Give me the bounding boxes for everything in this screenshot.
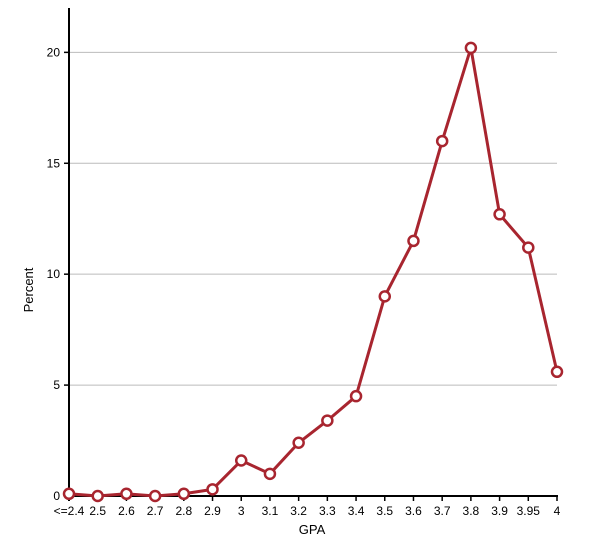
x-axis: <=2.4 2.5 2.6 2.7 2.8 2.9 3 3.1 3.2 3.3 3.4 3.5 3.6 3… [54, 495, 561, 518]
data-point [120, 487, 133, 501]
y-axis: 0 5 10 15 20 [47, 8, 70, 503]
data-point [321, 414, 334, 427]
y-tick-label: 20 [47, 45, 61, 59]
x-tick-label: 3.4 [348, 504, 365, 518]
x-tick-label: 3.8 [463, 504, 480, 518]
data-point [148, 489, 162, 503]
y-tick-label: 10 [47, 267, 61, 281]
data-point [550, 365, 564, 379]
y-tick-label: 15 [47, 156, 61, 170]
x-tick-label: 3.6 [405, 504, 422, 518]
x-tick-label: 2.7 [147, 504, 164, 518]
x-tick-label: 2.6 [118, 504, 135, 518]
x-tick-label: 3.95 [517, 504, 541, 518]
data-point [292, 436, 305, 450]
data-point [62, 487, 76, 501]
x-tick-label: 3.1 [262, 504, 279, 518]
data-point [407, 234, 420, 248]
series-percent [62, 41, 564, 503]
series-line [68, 46, 559, 498]
data-point [206, 483, 219, 496]
x-tick-label: 3.3 [319, 504, 336, 518]
x-tick-label: 2.9 [204, 504, 221, 518]
grid-lines [69, 51, 557, 386]
y-tick-label: 0 [53, 489, 60, 503]
x-tick-label: 3.5 [376, 504, 393, 518]
data-point [349, 389, 363, 403]
data-point [378, 290, 392, 303]
data-point [522, 241, 535, 254]
x-tick-label: 4 [554, 504, 561, 518]
y-tick-label: 5 [53, 378, 60, 392]
data-point [263, 467, 277, 481]
x-axis-title: GPA [299, 522, 326, 537]
data-point [493, 208, 506, 221]
x-tick-label: 3.9 [491, 504, 508, 518]
data-point [435, 134, 449, 148]
x-tick-label: 2.8 [175, 504, 192, 518]
x-tick-label: 2.5 [89, 504, 106, 518]
y-axis-title: Percent [21, 267, 36, 312]
data-point [234, 454, 248, 467]
x-tick-label: 3.2 [290, 504, 307, 518]
data-point [91, 489, 104, 503]
data-point [177, 487, 191, 501]
data-point [464, 41, 478, 55]
x-tick-label: 3.7 [434, 504, 451, 518]
x-tick-label: 3 [238, 504, 245, 518]
x-tick-label: <=2.4 [54, 504, 85, 518]
